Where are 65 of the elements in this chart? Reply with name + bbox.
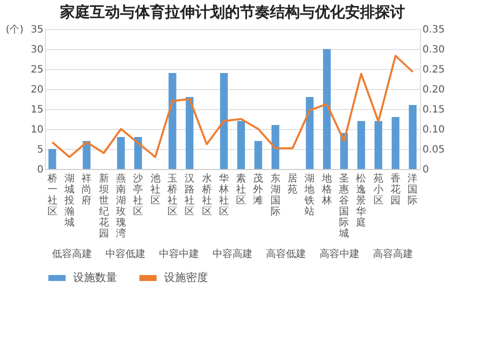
x-tick-label: 素社区 <box>236 172 246 206</box>
x-tick-label: 茂外滩 <box>253 172 264 206</box>
x-tick-label: 香花园 <box>390 172 401 206</box>
text: 高容低建 <box>266 248 306 260</box>
x-tick-label: 玉桥社区 <box>166 174 178 218</box>
bar <box>48 149 56 169</box>
y2-tick-label: 0.25 <box>422 64 445 76</box>
y2-tick-label: 0.10 <box>422 124 445 136</box>
y2-tick-label: 0.30 <box>422 44 445 56</box>
x-tick-label: 松逸景华庭 <box>356 172 366 228</box>
bar <box>323 49 331 169</box>
text: 中容低建 <box>105 248 146 260</box>
bar <box>374 121 382 169</box>
y-tick-label: 25 <box>30 64 44 76</box>
bar <box>168 73 176 169</box>
bar <box>392 117 400 169</box>
x-tick-label: 新坝世纪花园 <box>98 172 109 240</box>
x-tick-label: 池社区 <box>150 172 160 206</box>
x-tick-label: 洋国际 <box>408 172 418 206</box>
x-tick-label: 桥一社区 <box>46 172 58 218</box>
text: 低容高建 <box>52 248 92 260</box>
y-axis-title: (个) <box>6 24 24 36</box>
x-tick-label: 居苑 <box>288 174 298 196</box>
text: 高容中建 <box>320 248 360 260</box>
bar <box>186 97 194 169</box>
y-tick-label: 30 <box>30 44 44 56</box>
bar <box>237 121 245 169</box>
chart-title: 家庭互动与体育拉伸计划的节奏结构与优化安排探讨 <box>59 3 405 21</box>
bar <box>306 97 314 169</box>
bar <box>117 137 125 169</box>
legend-label: 设施数量 <box>73 271 117 284</box>
y2-tick-label: 0.15 <box>422 104 445 116</box>
y2-tick-label: 0.20 <box>422 84 445 96</box>
x-tick-label: 圣惠谷国际城 <box>338 174 350 240</box>
y-tick-label: 5 <box>37 144 44 156</box>
bar <box>220 73 228 169</box>
y2-tick-label: 0 <box>422 164 429 176</box>
x-tick-label: 地格林 <box>320 172 332 206</box>
y-tick-label: 10 <box>30 124 44 136</box>
x-tick-label: 东湖国际 <box>270 172 280 218</box>
x-tick-label: 汉路社区 <box>184 172 195 218</box>
x-tick-label: 苑小区 <box>373 172 384 206</box>
text: 高容高建 <box>373 248 414 260</box>
bar <box>134 137 142 169</box>
y-tick-label: 0 <box>37 164 44 176</box>
x-tick-label: 湖城投瀚城 <box>63 172 74 228</box>
line-series <box>51 54 414 158</box>
x-tick-label: 沙亭社区 <box>133 172 144 218</box>
x-tick-label: 祥尚府 <box>82 172 92 206</box>
y-tick-label: 20 <box>30 84 44 96</box>
y-tick-label: 35 <box>30 24 44 36</box>
x-tick-label: 华林社区 <box>218 172 229 218</box>
y-tick-label: 15 <box>30 104 44 116</box>
bar <box>408 105 417 169</box>
bar <box>357 121 366 169</box>
x-tick-label: 水桥社区 <box>200 172 212 218</box>
x-tick-label: 燕南湖玫瑰湾 <box>116 172 126 240</box>
y2-tick-label: 0.35 <box>422 24 445 36</box>
text: 中容高建 <box>212 248 252 260</box>
text: 中容中建 <box>158 248 199 260</box>
legend-label: 设施密度 <box>164 271 208 284</box>
y2-tick-label: 0.05 <box>422 144 445 156</box>
x-tick-label: 湖地铁站 <box>304 172 315 218</box>
bar <box>272 125 280 169</box>
bar <box>254 141 262 169</box>
